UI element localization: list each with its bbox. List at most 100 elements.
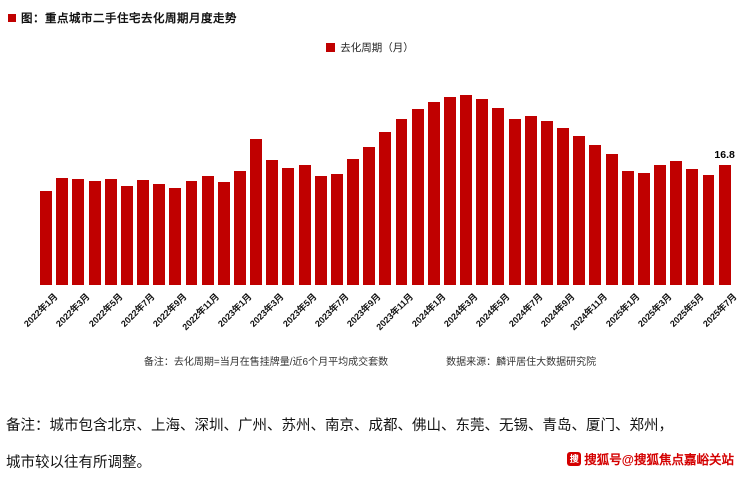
bar-2025年7月: 16.8 (714, 149, 735, 285)
bar-2024年3月 (460, 95, 473, 285)
bar-slot (636, 85, 652, 285)
x-tick-slot: 2023年5月 (281, 285, 318, 347)
bar-2022年5月 (104, 178, 117, 285)
bar-slot (38, 85, 54, 285)
bar-slot (329, 85, 345, 285)
x-tick-slot: 2022年5月 (87, 285, 124, 347)
chart-source: 数据来源：麟评居住大数据研究院 (446, 357, 597, 368)
plot-wrap: 16.8 2022年1月 2022年3月 2022年5月 2022年7月 2022年9月… (0, 85, 740, 347)
bar-slot (490, 85, 506, 285)
bar-slot (523, 85, 539, 285)
legend-swatch-icon (326, 42, 336, 52)
bar-2024年5月 (492, 107, 505, 285)
watermark-text: 搜狐号@搜狐焦点嘉峪关站 (584, 453, 734, 467)
bar-2025年5月 (686, 169, 699, 285)
bar-slot (507, 85, 523, 285)
bar-slot (587, 85, 603, 285)
bar-slot (151, 85, 167, 285)
x-axis-labels: 2022年1月 2022年3月 2022年5月 2022年7月 2022年9月 2022年… (22, 285, 738, 347)
bar-2022年2月 (56, 177, 69, 285)
x-tick-slot: 2023年3月 (248, 285, 285, 347)
bar-2024年12月 (605, 154, 618, 285)
bar-2025年2月 (637, 172, 650, 285)
x-tick-slot: 2022年1月 (22, 285, 59, 347)
chart-card: 图：重点城市二手住宅去化周期月度走势 去化周期（月） 16.8 2022年1月 2… (0, 13, 740, 368)
bar-slot (652, 85, 668, 285)
bar-slot (313, 85, 329, 285)
bar-slot (200, 85, 216, 285)
bar-2022年7月 (137, 180, 149, 285)
bar-2024年2月 (444, 97, 456, 285)
bottom-note: 备注：城市包含北京、上海、深圳、广州、苏州、南京、成都、佛山、东莞、无锡、青岛、… (0, 408, 740, 482)
bar-2025年6月 (702, 175, 715, 285)
x-tick-slot: 2024年7月 (507, 285, 544, 347)
bar-2023年5月 (298, 165, 311, 285)
x-tick-slot: 2024年9月 (539, 285, 576, 347)
x-tick-slot: 2025年3月 (636, 285, 673, 347)
bar-2024年8月 (540, 120, 553, 285)
bar-plot-area: 16.8 (38, 85, 735, 285)
chart-note: 备注：去化周期=当月在售挂牌量/近6个月平均成交套数 (143, 357, 389, 368)
x-tick-slot: 2024年1月 (410, 285, 447, 347)
bar-2023年10月 (379, 132, 392, 285)
bar-slot (474, 85, 490, 285)
bar-slot (86, 85, 102, 285)
bar-slot (555, 85, 571, 285)
bar-slot: 16.8 (714, 85, 735, 285)
bar-slot (135, 85, 151, 285)
bar-2022年9月 (169, 187, 182, 285)
bar-2023年1月 (233, 170, 246, 285)
x-tick-slot: 2023年9月 (345, 285, 382, 347)
bar-2022年10月 (185, 180, 198, 285)
chart-legend: 去化周期（月） (0, 40, 740, 54)
x-tick-slot: 2023年11月 (374, 285, 415, 347)
bar-2022年3月 (72, 179, 85, 285)
bar-slot (571, 85, 587, 285)
bar-slot (280, 85, 296, 285)
bar-slot (668, 85, 684, 285)
bar-slot (539, 85, 555, 285)
bar-slot (216, 85, 232, 285)
bar-slot (183, 85, 199, 285)
bar-slot (297, 85, 313, 285)
sohu-logo-icon: 搜 (567, 451, 582, 466)
bar-slot (345, 85, 361, 285)
bar-slot (54, 85, 70, 285)
bar-slot (700, 85, 716, 285)
bar-2023年2月 (250, 138, 263, 285)
chart-title: 图：重点城市二手住宅去化周期月度走势 (21, 13, 237, 25)
bar-2025年4月 (670, 161, 683, 285)
bar-2024年6月 (508, 118, 521, 285)
bar-2022年8月 (153, 183, 166, 285)
x-tick-slot: 2025年1月 (604, 285, 641, 347)
x-tick-slot: 2025年5月 (668, 285, 705, 347)
bar-slot (458, 85, 474, 285)
bar-2025年1月 (621, 170, 634, 285)
bar-slot (70, 85, 86, 285)
bar-slot (603, 85, 619, 285)
bar-slot (361, 85, 377, 285)
watermark: 搜 搜狐号@搜狐焦点嘉峪关站 (567, 449, 734, 468)
x-tick-slot: 2022年7月 (119, 285, 156, 347)
x-tick-slot: 2022年9月 (151, 285, 188, 347)
title-bullet-icon (8, 14, 16, 22)
bar-2024年10月 (573, 135, 586, 285)
bar-slot (264, 85, 280, 285)
bottom-note-line1: 备注：城市包含北京、上海、深圳、广州、苏州、南京、成都、佛山、东莞、无锡、青岛、… (6, 418, 673, 434)
bar-2023年9月 (363, 147, 376, 285)
bar-2023年6月 (314, 176, 327, 285)
chart-footnotes: 备注：去化周期=当月在售挂牌量/近6个月平均成交套数 数据来源：麟评居住大数据研… (0, 353, 740, 368)
bar-slot (167, 85, 183, 285)
bar-2024年9月 (557, 127, 570, 285)
last-bar-value-label: 16.8 (714, 149, 735, 161)
x-tick-slot: 2024年3月 (442, 285, 479, 347)
bar-slot (119, 85, 135, 285)
bar-slot (248, 85, 264, 285)
bar-2022年12月 (217, 182, 230, 285)
bar-slot (620, 85, 636, 285)
x-tick-slot: 2024年11月 (568, 285, 609, 347)
bar-2023年3月 (266, 160, 279, 285)
bottom-note-line2: 城市较以往有所调整。 (6, 454, 151, 471)
bar-slot (377, 85, 393, 285)
bar-2023年8月 (347, 159, 360, 285)
